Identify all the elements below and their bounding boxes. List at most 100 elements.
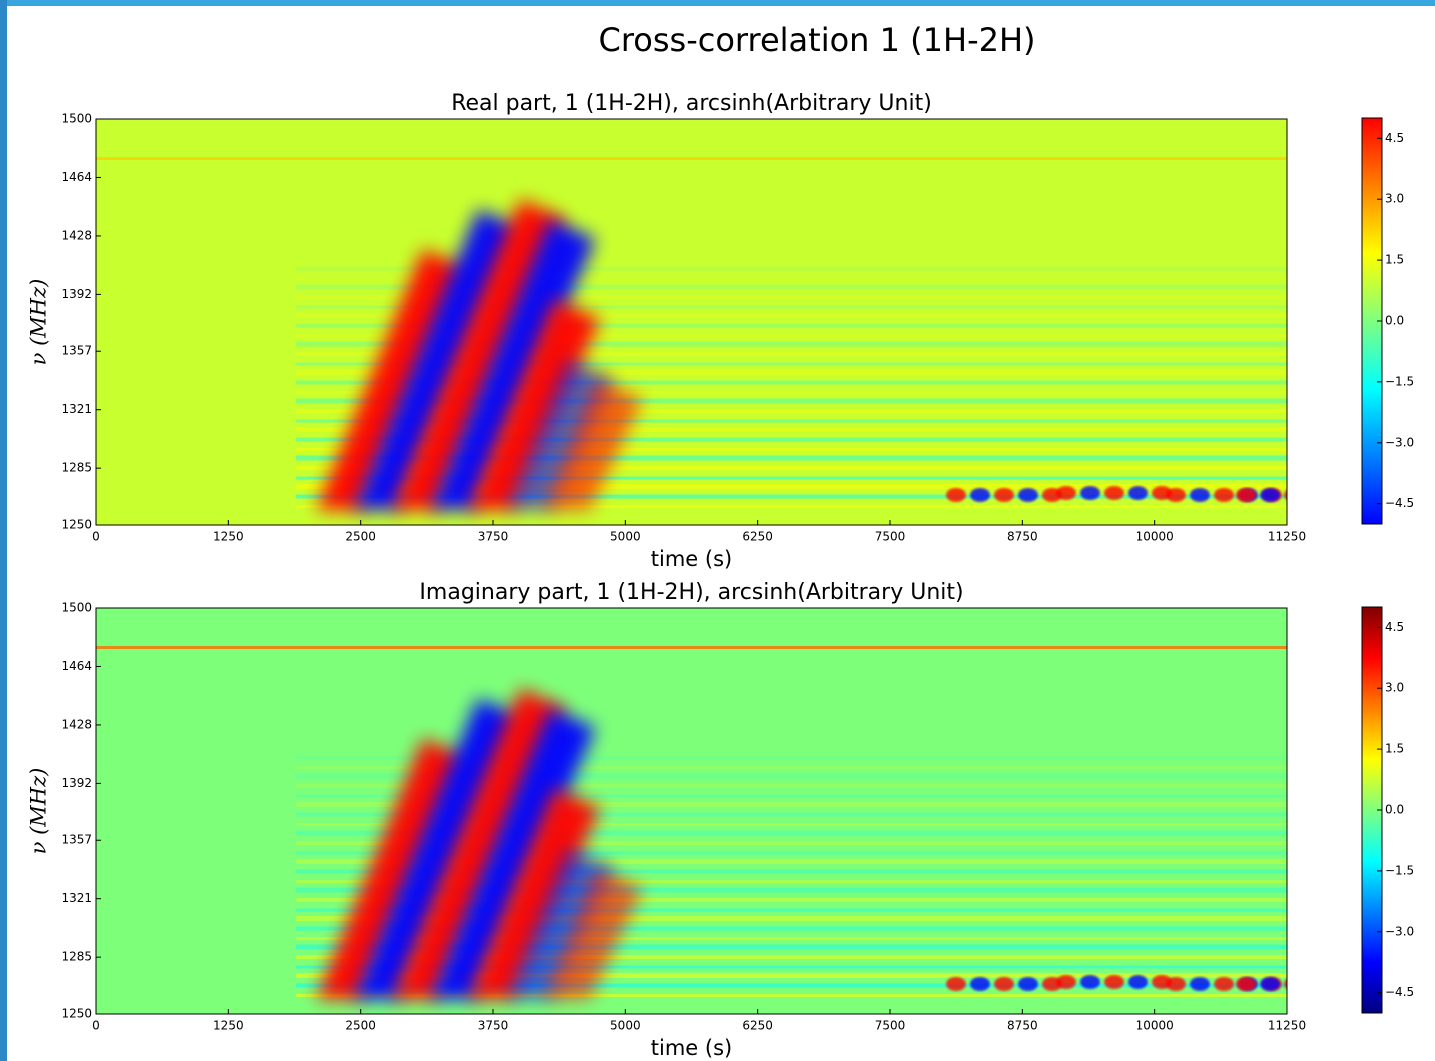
y-tick-label: 1392 — [61, 776, 92, 790]
plot-frame — [95, 118, 1288, 526]
y-tick-label: 1428 — [61, 228, 92, 242]
stripe — [296, 476, 1287, 480]
stripe — [296, 812, 1287, 817]
stripe — [296, 313, 1287, 318]
blob — [1080, 975, 1100, 989]
stripe — [296, 305, 1287, 309]
x-tick-label: 0 — [92, 530, 100, 544]
blob — [1128, 975, 1148, 989]
blob — [1018, 977, 1038, 991]
blob — [1332, 977, 1352, 991]
stripe — [296, 284, 1287, 290]
blob — [1260, 488, 1280, 502]
blob — [970, 488, 990, 502]
heatmap-background — [96, 608, 1287, 1014]
band — [506, 359, 614, 510]
colorbar-tick-label: 0.0 — [1385, 314, 1404, 328]
colorbar-tick-label: 3.0 — [1385, 681, 1404, 695]
y-tick-label: 1285 — [61, 461, 92, 475]
y-tick-label: 1250 — [61, 1007, 92, 1021]
stripe — [296, 937, 1287, 940]
top-bar — [0, 0, 1435, 6]
stripe — [296, 370, 1287, 375]
blob — [946, 488, 966, 502]
y-axis-label: ν (MHz) — [27, 768, 51, 855]
x-tick-label: 6250 — [742, 530, 773, 544]
stripe — [296, 334, 1287, 337]
blob — [994, 977, 1014, 991]
stripe — [296, 880, 1287, 883]
stripe — [296, 466, 1287, 470]
stripe — [296, 266, 1287, 271]
stripe — [296, 926, 1287, 931]
blob — [1018, 488, 1038, 502]
stripe — [96, 157, 1287, 160]
blob — [1330, 977, 1350, 991]
colorbar-tick-label: 1.5 — [1385, 253, 1404, 267]
stripe — [296, 448, 1287, 451]
stripe — [296, 455, 1287, 461]
y-tick-label: 1464 — [61, 659, 92, 673]
stripe — [296, 766, 1287, 769]
blob — [1306, 977, 1326, 991]
colorbar-tick-label: 4.5 — [1385, 620, 1404, 634]
heatmap-panel: 0 1250 2500 3750 5000 6250 7500 8750 10000 112501… — [27, 91, 1415, 571]
colorbar-tick-label: −1.5 — [1385, 374, 1414, 388]
stripe — [296, 755, 1287, 760]
stripe — [296, 484, 1287, 489]
colorbar-tick-label: 4.5 — [1385, 131, 1404, 145]
y-tick-label: 1500 — [61, 601, 92, 615]
x-tick-label: 5000 — [610, 530, 641, 544]
x-tick-label: 10000 — [1136, 530, 1174, 544]
stripe — [296, 944, 1287, 950]
plot-title: Imaginary part, 1 (1H-2H), arcsinh(Arbit… — [419, 580, 963, 605]
stripe — [296, 398, 1287, 404]
blob — [1104, 486, 1124, 500]
x-tick-label: 1250 — [213, 1019, 244, 1033]
stripe — [296, 851, 1287, 855]
y-tick-label: 1321 — [61, 891, 92, 905]
stripe — [296, 409, 1287, 413]
stripe — [296, 391, 1287, 394]
x-tick-label: 1250 — [213, 530, 244, 544]
blob — [994, 488, 1014, 502]
stripe — [96, 646, 1287, 649]
stripe — [296, 295, 1287, 299]
heatmap-background — [96, 119, 1287, 525]
y-tick-label: 1464 — [61, 170, 92, 184]
band — [468, 299, 601, 510]
blob — [1236, 977, 1256, 991]
blob — [1330, 488, 1350, 502]
blob — [1104, 975, 1124, 989]
blob — [1056, 975, 1076, 989]
stripe — [296, 908, 1287, 912]
stripe — [296, 802, 1287, 807]
stripe — [296, 794, 1287, 798]
blob — [1236, 488, 1256, 502]
x-tick-label: 7500 — [875, 530, 906, 544]
blob — [1214, 488, 1234, 502]
x-tick-label: 3750 — [478, 1019, 509, 1033]
y-axis-label: ν (MHz) — [27, 279, 51, 366]
stripe — [296, 341, 1287, 347]
band — [544, 868, 643, 999]
colorbar-tick-label: −4.5 — [1385, 985, 1414, 999]
stripe — [296, 352, 1287, 356]
blob — [1214, 977, 1234, 991]
stripe — [296, 323, 1287, 328]
blob — [1284, 979, 1287, 989]
y-tick-label: 1357 — [61, 833, 92, 847]
blob — [1306, 488, 1326, 502]
band — [316, 249, 470, 510]
stripe — [296, 898, 1287, 902]
stripe — [296, 823, 1287, 826]
colorbar-tick-label: 1.5 — [1385, 742, 1404, 756]
plot-frame — [95, 607, 1288, 1015]
stripe — [296, 419, 1287, 423]
stripe — [296, 505, 1287, 508]
x-tick-label: 7500 — [875, 1019, 906, 1033]
figure-title: Cross-correlation 1 (1H-2H) — [598, 21, 1035, 59]
band — [430, 708, 596, 999]
x-tick-label: 10000 — [1136, 1019, 1174, 1033]
